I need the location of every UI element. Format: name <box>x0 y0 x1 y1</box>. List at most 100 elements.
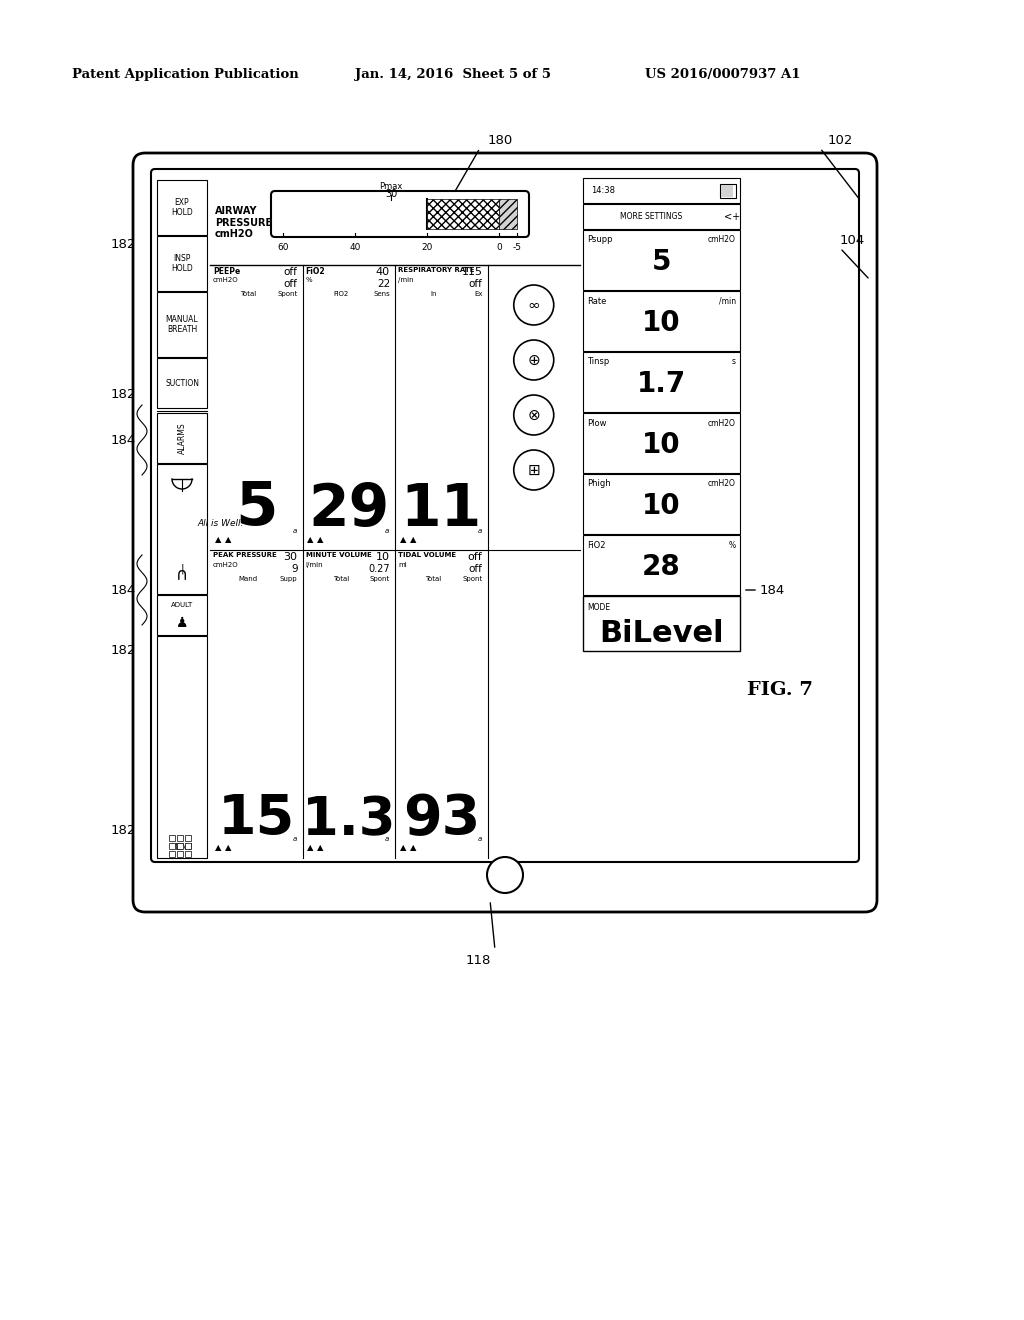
Bar <box>583 178 740 203</box>
Circle shape <box>487 857 523 894</box>
Text: ▲: ▲ <box>224 843 231 851</box>
Text: MORE SETTINGS: MORE SETTINGS <box>621 213 683 220</box>
Text: cmH2O: cmH2O <box>213 277 239 282</box>
Text: MODE: MODE <box>587 603 610 612</box>
Text: %: % <box>729 540 736 549</box>
Bar <box>157 413 207 463</box>
Text: 10: 10 <box>376 552 390 561</box>
Text: PEEPe: PEEPe <box>213 267 241 276</box>
Text: off: off <box>284 279 298 289</box>
Text: l/min: l/min <box>305 561 324 568</box>
Text: ▲: ▲ <box>317 535 324 544</box>
Text: a: a <box>385 836 389 842</box>
Text: a: a <box>293 836 297 842</box>
Text: AIRWAY
PRESSURE
cmH2O: AIRWAY PRESSURE cmH2O <box>215 206 272 239</box>
Bar <box>720 183 736 198</box>
Text: 5: 5 <box>651 248 672 276</box>
Bar <box>157 236 207 290</box>
Text: ▲: ▲ <box>410 843 416 851</box>
Text: 30: 30 <box>385 189 397 199</box>
Text: off: off <box>284 267 298 277</box>
Text: cmH2O: cmH2O <box>709 235 736 244</box>
Text: 118: 118 <box>465 953 490 966</box>
Text: 29: 29 <box>308 480 389 537</box>
Text: 11: 11 <box>400 480 482 537</box>
Text: ∩: ∩ <box>176 565 188 583</box>
Bar <box>583 535 740 595</box>
Text: s: s <box>732 358 736 367</box>
Text: a: a <box>293 528 297 533</box>
Bar <box>721 185 733 197</box>
Text: 182: 182 <box>111 644 136 656</box>
Bar <box>427 199 499 228</box>
Text: 15: 15 <box>218 792 295 846</box>
Text: 184: 184 <box>111 583 136 597</box>
Text: ⊕: ⊕ <box>527 352 540 367</box>
Text: 115: 115 <box>462 267 482 277</box>
Text: ADULT: ADULT <box>171 602 194 609</box>
Text: a: a <box>477 528 481 533</box>
Text: ml: ml <box>398 561 407 568</box>
Text: Patent Application Publication: Patent Application Publication <box>72 69 299 81</box>
Bar <box>185 843 191 849</box>
Bar <box>169 851 175 857</box>
Text: ⊞: ⊞ <box>527 462 540 478</box>
Text: Psupp: Psupp <box>587 235 612 244</box>
Bar <box>583 205 740 228</box>
Bar <box>177 836 183 841</box>
Circle shape <box>514 395 554 436</box>
Text: 1.7: 1.7 <box>637 370 686 399</box>
Text: ▲: ▲ <box>224 535 231 544</box>
Text: 60: 60 <box>278 243 289 252</box>
Text: off: off <box>469 279 482 289</box>
Circle shape <box>514 341 554 380</box>
Text: SUCTION: SUCTION <box>165 379 199 388</box>
Text: 182: 182 <box>111 388 136 401</box>
Text: ALARMS: ALARMS <box>177 422 186 454</box>
Text: Plow: Plow <box>587 418 606 428</box>
Text: PEAK PRESSURE: PEAK PRESSURE <box>213 552 276 557</box>
Text: Spont: Spont <box>278 290 298 297</box>
Bar <box>185 851 191 857</box>
Text: |: | <box>180 564 184 574</box>
Text: FiO2: FiO2 <box>587 540 605 549</box>
Text: ⊗: ⊗ <box>527 408 540 422</box>
Text: 10: 10 <box>642 432 681 459</box>
Text: 40: 40 <box>376 267 390 277</box>
Text: 182: 182 <box>111 824 136 837</box>
Text: /min: /min <box>398 277 414 282</box>
Bar <box>583 597 740 651</box>
Circle shape <box>514 450 554 490</box>
Text: 102: 102 <box>828 133 853 147</box>
Text: FIG. 7: FIG. 7 <box>748 681 813 700</box>
Bar <box>169 836 175 841</box>
Text: Total: Total <box>425 576 441 582</box>
Text: 184: 184 <box>111 433 136 446</box>
Text: EXP
HOLD: EXP HOLD <box>171 198 193 218</box>
Text: In: In <box>430 290 436 297</box>
Text: BiLevel: BiLevel <box>599 619 724 648</box>
Bar <box>499 199 517 228</box>
Text: ∞: ∞ <box>527 297 540 313</box>
Text: <+: <+ <box>724 211 740 222</box>
Bar <box>157 636 207 858</box>
Text: FiO2: FiO2 <box>305 267 326 276</box>
Bar <box>157 292 207 356</box>
FancyBboxPatch shape <box>133 153 877 912</box>
Text: FiO2: FiO2 <box>333 290 348 297</box>
Bar <box>157 358 207 408</box>
Text: ▲: ▲ <box>317 843 324 851</box>
Text: 104: 104 <box>840 234 865 247</box>
Text: -5: -5 <box>512 243 521 252</box>
Text: Jan. 14, 2016  Sheet 5 of 5: Jan. 14, 2016 Sheet 5 of 5 <box>355 69 551 81</box>
Text: a: a <box>385 528 389 533</box>
Text: INSP
HOLD: INSP HOLD <box>171 253 193 273</box>
Bar <box>583 413 740 473</box>
Text: 184: 184 <box>760 583 785 597</box>
Text: 180: 180 <box>488 133 513 147</box>
Bar <box>177 843 183 849</box>
Bar <box>583 230 740 290</box>
Text: 14:38: 14:38 <box>591 186 615 195</box>
Text: Total: Total <box>333 576 349 582</box>
Text: Pmax: Pmax <box>379 182 402 191</box>
